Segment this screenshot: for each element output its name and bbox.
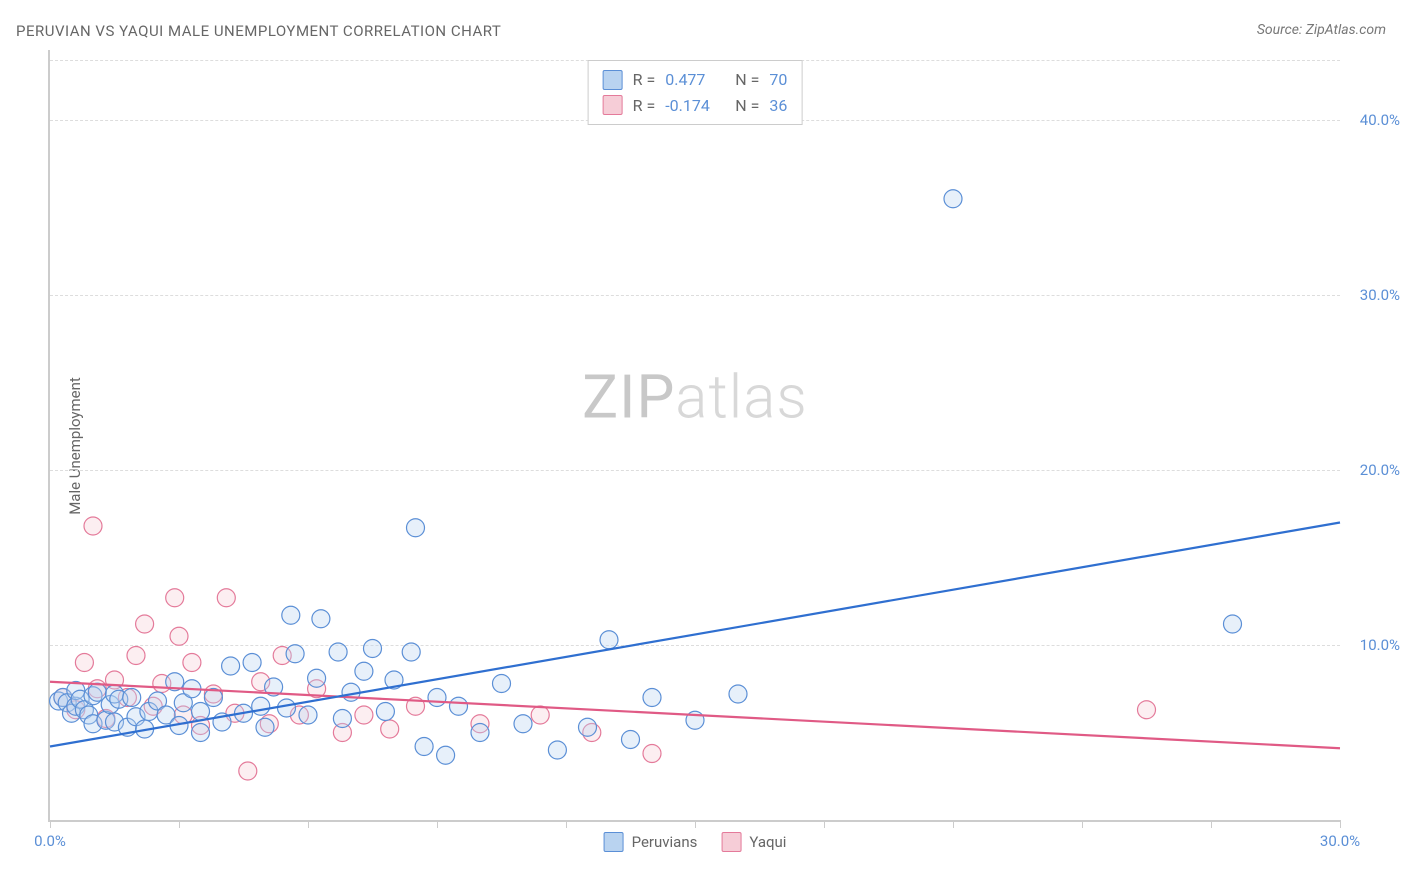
data-point: [75, 654, 93, 672]
legend-stats-row-yaqui: R = -0.174 N = 36: [603, 93, 788, 119]
data-point: [123, 689, 141, 707]
data-point: [364, 640, 382, 658]
x-tick: [566, 820, 567, 828]
data-point: [329, 643, 347, 661]
data-point: [402, 643, 420, 661]
x-tick-label: 30.0%: [1320, 832, 1360, 850]
data-point: [282, 606, 300, 624]
x-tick: [437, 820, 438, 828]
x-tick: [308, 820, 309, 828]
y-tick-label: 40.0%: [1345, 111, 1400, 129]
legend-item-peruvians: Peruvians: [604, 832, 698, 852]
data-point: [493, 675, 511, 693]
y-tick-label: 20.0%: [1345, 461, 1400, 479]
data-point: [127, 647, 145, 665]
n-label: N =: [735, 93, 759, 119]
x-tick: [1340, 820, 1341, 828]
data-point: [312, 610, 330, 628]
r-value-peruvians: 0.477: [665, 67, 725, 93]
legend-stats: R = 0.477 N = 70 R = -0.174 N = 36: [588, 60, 803, 125]
data-point: [643, 745, 661, 763]
data-point: [222, 657, 240, 675]
scatter-svg: [50, 50, 1340, 820]
data-point: [407, 519, 425, 537]
data-point: [192, 703, 210, 721]
data-point: [299, 706, 317, 724]
x-tick: [695, 820, 696, 828]
x-tick: [179, 820, 180, 828]
x-tick: [50, 820, 51, 828]
r-value-yaqui: -0.174: [665, 93, 725, 119]
data-point: [256, 718, 274, 736]
data-point: [1224, 615, 1242, 633]
data-point: [381, 720, 399, 738]
y-tick-label: 10.0%: [1345, 636, 1400, 654]
data-point: [355, 706, 373, 724]
data-point: [514, 715, 532, 733]
data-point: [415, 738, 433, 756]
r-label: R =: [633, 67, 656, 93]
data-point: [170, 627, 188, 645]
swatch-peruvians-icon: [603, 70, 623, 90]
data-point: [450, 697, 468, 715]
data-point: [252, 697, 270, 715]
data-point: [166, 589, 184, 607]
data-point: [192, 724, 210, 742]
n-value-yaqui: 36: [769, 93, 787, 119]
swatch-yaqui-icon: [721, 832, 741, 852]
x-tick-label: 0.0%: [34, 832, 66, 850]
chart-title: PERUVIAN VS YAQUI MALE UNEMPLOYMENT CORR…: [16, 22, 501, 40]
data-point: [243, 654, 261, 672]
data-point: [643, 689, 661, 707]
data-point: [579, 718, 597, 736]
data-point: [531, 706, 549, 724]
swatch-yaqui-icon: [603, 95, 623, 115]
legend-label-peruvians: Peruvians: [632, 833, 698, 851]
data-point: [183, 654, 201, 672]
data-point: [278, 699, 296, 717]
swatch-peruvians-icon: [604, 832, 624, 852]
data-point: [136, 615, 154, 633]
plot-area: ZIPatlas 10.0%20.0%30.0%40.0% 0.0%30.0% …: [48, 50, 1340, 822]
n-value-peruvians: 70: [769, 67, 787, 93]
data-point: [622, 731, 640, 749]
data-point: [355, 662, 373, 680]
data-point: [548, 741, 566, 759]
legend-stats-row-peruvians: R = 0.477 N = 70: [603, 67, 788, 93]
data-point: [308, 669, 326, 687]
data-point: [600, 631, 618, 649]
x-tick: [1082, 820, 1083, 828]
data-point: [1138, 701, 1156, 719]
data-point: [84, 517, 102, 535]
x-tick: [824, 820, 825, 828]
data-point: [239, 762, 257, 780]
data-point: [217, 589, 235, 607]
data-point: [729, 685, 747, 703]
x-tick: [1211, 820, 1212, 828]
legend-item-yaqui: Yaqui: [721, 832, 786, 852]
x-tick: [953, 820, 954, 828]
data-point: [286, 645, 304, 663]
data-point: [437, 746, 455, 764]
legend-label-yaqui: Yaqui: [749, 833, 786, 851]
data-point: [333, 710, 351, 728]
y-tick-label: 30.0%: [1345, 286, 1400, 304]
r-label: R =: [633, 93, 656, 119]
data-point: [428, 689, 446, 707]
data-point: [944, 190, 962, 208]
source-label: Source: ZipAtlas.com: [1257, 22, 1386, 38]
n-label: N =: [735, 67, 759, 93]
data-point: [471, 724, 489, 742]
data-point: [376, 703, 394, 721]
legend-series: Peruvians Yaqui: [604, 832, 787, 852]
